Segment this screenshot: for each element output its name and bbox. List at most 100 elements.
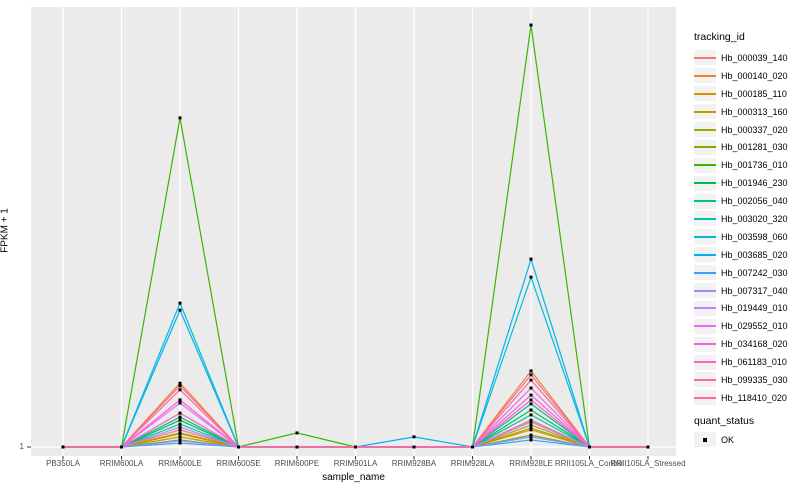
data-point — [529, 275, 533, 279]
data-point — [178, 384, 182, 388]
data-point — [529, 402, 533, 406]
data-point — [529, 408, 533, 412]
legend-key-swatch-icon — [694, 122, 716, 137]
data-point — [529, 378, 533, 382]
legend-item-label: Hb_029552_010 — [721, 321, 788, 332]
data-point — [178, 441, 182, 445]
legend-key-swatch-icon — [694, 139, 716, 155]
legend-item: Hb_019449_010 — [686, 299, 800, 317]
y-tick-label: 1 — [19, 442, 24, 451]
data-point — [529, 373, 533, 377]
quant-status-label: OK — [721, 434, 735, 445]
axis-ticks — [27, 446, 649, 460]
legend-item: Hb_007242_030 — [686, 264, 800, 282]
legend-item: Hb_007317_040 — [686, 282, 800, 300]
legend-item: Hb_003020_320 — [686, 210, 800, 228]
legend-item-label: Hb_001736_010 — [721, 160, 788, 171]
legend-item-label: Hb_003685_020 — [721, 249, 788, 260]
legend-key-swatch-icon — [694, 104, 716, 120]
legend-item-label: Hb_118410_020 — [721, 392, 787, 403]
data-point — [61, 445, 65, 449]
legend-key-swatch-icon — [694, 300, 716, 316]
data-point — [529, 413, 533, 417]
ok-point-icon — [694, 432, 716, 448]
legend-item: Hb_000337_020 — [686, 121, 800, 139]
legend-key-swatch-icon — [694, 247, 716, 263]
data-point — [178, 301, 182, 305]
data-point — [178, 428, 182, 432]
legend-item: Hb_000313_160 — [686, 103, 800, 121]
legend-item: Hb_000140_020 — [686, 67, 800, 85]
legend-key-swatch-icon — [694, 86, 716, 102]
legend-item-label: Hb_000140_020 — [721, 70, 788, 81]
data-point — [295, 445, 299, 449]
legend-item-label: Hb_000313_160 — [721, 106, 788, 117]
x-tick-label: RRIM600SE — [216, 459, 261, 468]
legend-key-swatch-icon — [694, 318, 716, 334]
gridlines — [31, 7, 676, 456]
x-axis-tick-labels: PB350LA RRIM600LA RRIM600LE RRIM600SE RRIM60… — [0, 459, 800, 471]
data-point — [529, 435, 533, 439]
legend-item-label: Hb_003598_060 — [721, 231, 788, 242]
x-tick-label: RRIM928LA — [450, 459, 495, 468]
data-point — [529, 23, 533, 27]
data-point — [178, 388, 182, 392]
x-tick-label: RRIM928BA — [391, 459, 437, 468]
legend-item: Hb_099335_030 — [686, 371, 800, 389]
quant-status-legend-items: OK — [686, 431, 800, 449]
legend-item: Hb_034168_020 — [686, 335, 800, 353]
data-point — [178, 425, 182, 429]
legend-item: Hb_001736_010 — [686, 156, 800, 174]
legend-item-label: Hb_002056_040 — [721, 196, 788, 207]
data-point — [178, 415, 182, 419]
x-tick-label: RRIM928LE — [509, 459, 553, 468]
legend-key-swatch-icon — [694, 175, 716, 191]
legend-title-tracking-id: tracking_id — [694, 31, 745, 43]
legend-item: Hb_061183_010 — [686, 353, 800, 371]
data-point — [178, 411, 182, 415]
data-point — [412, 445, 416, 449]
data-point — [529, 418, 533, 422]
legend-key-swatch-icon — [694, 372, 716, 388]
legend-item-label: Hb_000337_020 — [721, 124, 788, 135]
data-point — [178, 308, 182, 312]
data-point — [529, 398, 533, 402]
data-point — [178, 422, 182, 426]
data-point — [529, 393, 533, 397]
data-point — [178, 418, 182, 422]
panel-background — [31, 7, 676, 456]
legend-key-swatch-icon — [694, 336, 716, 352]
quant-status-item: OK — [686, 431, 800, 449]
data-point — [412, 435, 416, 439]
data-point — [529, 423, 533, 427]
data-point — [646, 445, 650, 449]
data-point — [295, 431, 299, 435]
x-tick-label: RRII105LA_Stressed — [610, 459, 686, 468]
data-points — [61, 23, 650, 449]
data-point — [178, 432, 182, 436]
legend-item: Hb_003685_020 — [686, 246, 800, 264]
data-point — [120, 445, 123, 449]
legend: tracking_id Hb_000039_140 Hb_000140_020 Hb… — [686, 0, 800, 500]
legend-item-label: Hb_007317_040 — [721, 285, 788, 296]
legend-item: Hb_003598_060 — [686, 228, 800, 246]
data-point — [354, 445, 357, 449]
data-point — [529, 257, 533, 261]
x-axis-title: sample_name — [322, 472, 385, 483]
legend-item: Hb_002056_040 — [686, 192, 800, 210]
data-point — [471, 445, 474, 449]
legend-item-label: Hb_000039_140 — [721, 52, 788, 63]
legend-key-swatch-icon — [694, 354, 716, 370]
legend-key-swatch-icon — [694, 390, 716, 406]
data-point — [529, 438, 533, 442]
legend-item: Hb_001281_030 — [686, 138, 800, 156]
legend-key-swatch-icon — [694, 283, 716, 299]
x-tick-label: RRIM600LA — [99, 459, 144, 468]
legend-key-swatch-icon — [694, 229, 716, 245]
data-point — [529, 428, 533, 432]
data-point — [178, 381, 182, 385]
legend-item: Hb_029552_010 — [686, 317, 800, 335]
legend-item-label: Hb_019449_010 — [721, 303, 788, 314]
